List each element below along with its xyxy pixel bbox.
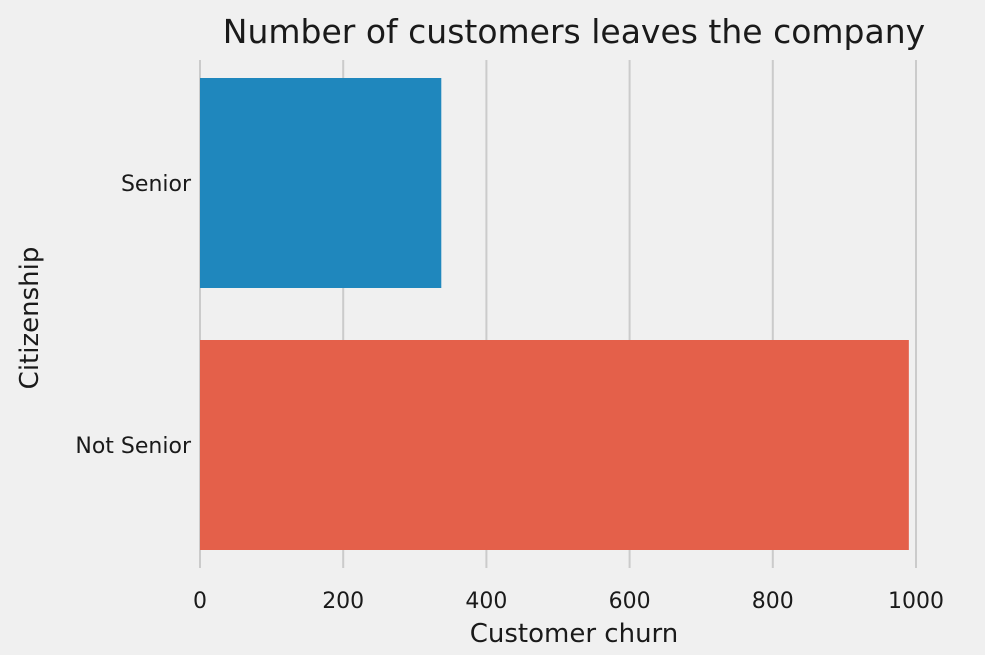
bars	[200, 78, 909, 550]
x-tick-label: 600	[609, 589, 651, 614]
bar-not-senior	[200, 340, 909, 550]
y-axis-label: Citizenship	[15, 247, 45, 390]
x-axis-label: Customer churn	[470, 619, 679, 649]
x-tick-labels: 0 200 400 600 800 1000	[193, 589, 944, 614]
y-tick-label: Not Senior	[75, 434, 192, 459]
x-tick-label: 1000	[888, 589, 944, 614]
bar-senior	[200, 78, 442, 288]
chart-title: Number of customers leaves the company	[223, 12, 925, 51]
x-tick-label: 0	[193, 589, 207, 614]
x-tick-label: 200	[322, 589, 364, 614]
y-tick-labels: Senior Not Senior	[75, 172, 192, 459]
x-tick-label: 800	[752, 589, 794, 614]
y-tick-label: Senior	[121, 172, 192, 197]
x-tick-label: 400	[465, 589, 507, 614]
